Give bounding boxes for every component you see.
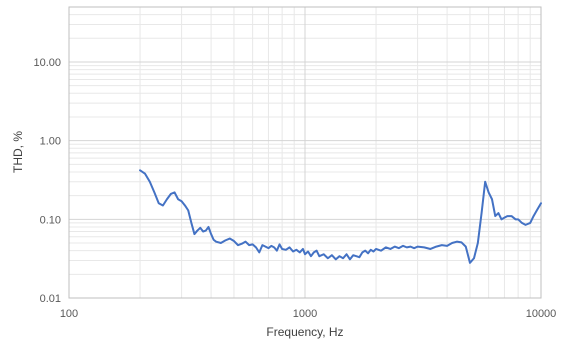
plot-area — [68, 6, 542, 299]
x-tick-label: 10000 — [526, 308, 557, 320]
y-tick-label: 0.10 — [40, 214, 61, 226]
x-axis-title: Frequency, Hz — [266, 325, 343, 339]
y-axis-title: THD, % — [11, 131, 25, 173]
y-tick-label: 0.01 — [40, 293, 61, 305]
y-tick-label: 10.00 — [33, 57, 61, 69]
thd-series-line — [139, 169, 542, 264]
x-tick-label: 100 — [60, 308, 78, 320]
y-tick-label: 1.00 — [40, 136, 61, 148]
y-axis-tick-labels: 0.01 0.10 1.00 10.00 — [33, 57, 61, 305]
x-axis-tick-labels: 100 1000 10000 — [60, 308, 556, 320]
x-tick-label: 1000 — [293, 308, 317, 320]
